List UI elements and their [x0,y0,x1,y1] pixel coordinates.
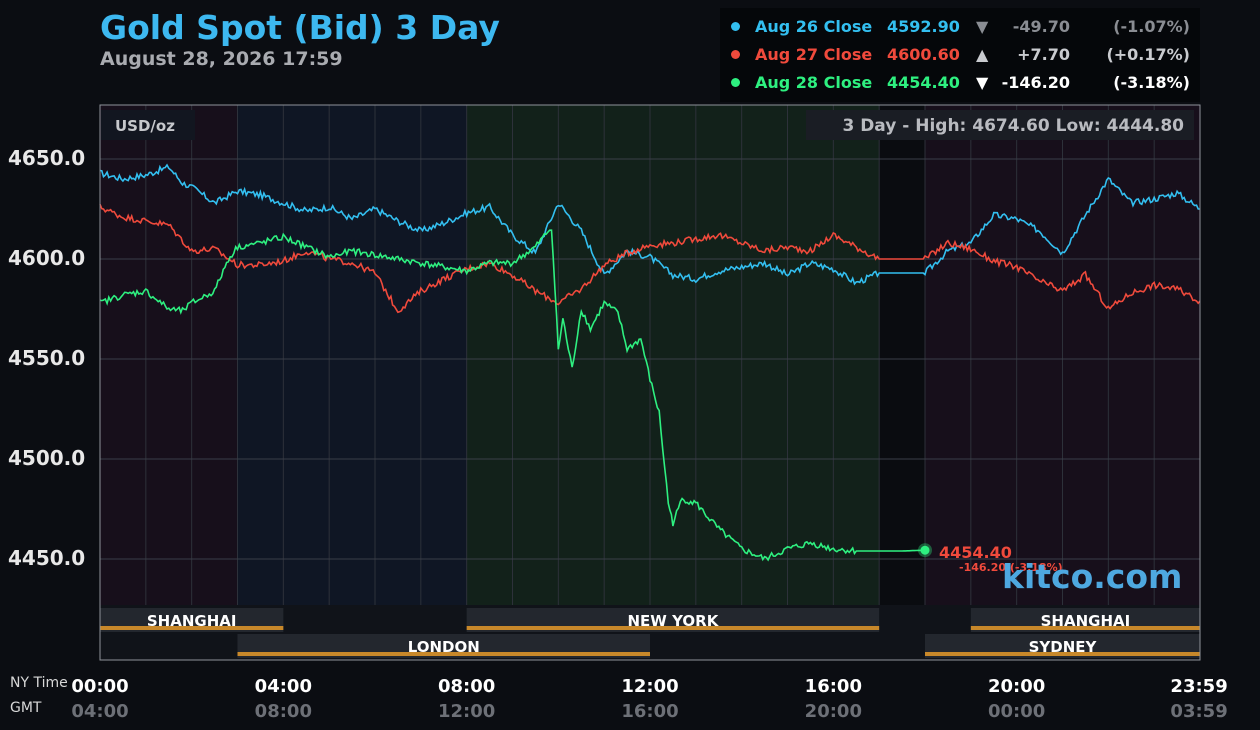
legend-change: +7.70 [1017,45,1070,64]
session-bar [466,626,880,630]
legend-percent: (+0.17%) [1106,45,1190,64]
x-tick-label-ny: 20:00 [988,676,1046,697]
session-label: SYDNEY [1029,638,1098,656]
legend-name: Aug 26 Close [755,17,873,36]
chart-date: August 28, 2026 17:59 [100,48,343,70]
x-tick-label-gmt: 12:00 [438,701,496,722]
chart-title: Gold Spot (Bid) 3 Day [100,8,500,47]
y-tick-label: 4650.0 [8,146,86,170]
session-label: LONDON [408,638,480,656]
legend-dot-icon [731,22,740,31]
high-low-box [806,110,1194,140]
session-band [879,105,925,605]
series-line-aug-27 [99,203,1201,314]
session-label: SHANGHAI [1041,612,1131,630]
legend-percent: (-3.18%) [1113,73,1190,92]
series-line-aug-28 [99,229,926,562]
down-arrow-icon: ▼ [976,17,989,36]
plot-frame [99,104,1201,661]
session-label: NEW YORK [628,612,720,630]
unit-label: USD/oz [115,117,175,135]
unit-label-box [101,110,195,140]
x-tick-label-gmt: 08:00 [254,701,312,722]
x-tick-label-ny: 23:59 [1170,676,1228,697]
session-label: SHANGHAI [147,612,237,630]
close-legend: Aug 26 Close 4592.90 ▼ -49.70 (-1.07%) A… [720,8,1200,102]
session-band [466,105,880,605]
y-tick-label: 4600.0 [8,246,86,270]
x-tick-label-gmt: 20:00 [804,701,862,722]
legend-change: -146.20 [1001,73,1070,92]
legend-change: -49.70 [1012,17,1070,36]
y-tick-label: 4500.0 [8,446,86,470]
x-tick-label-ny: 08:00 [438,676,496,697]
session-band [100,105,238,605]
x-tick-label-ny: 16:00 [804,676,862,697]
last-price-value: 4454.40 [939,543,1012,562]
legend-dot-icon [731,50,740,59]
x-tick-label-gmt: 04:00 [71,701,129,722]
legend-name: Aug 27 Close [755,45,873,64]
session-bar [970,626,1200,630]
x-tick-label-gmt: 03:59 [1170,701,1228,722]
legend-price: 4454.40 [887,73,960,92]
x-tick-label-ny: 00:00 [71,676,129,697]
x-tick-label-gmt: 16:00 [621,701,679,722]
legend-name: Aug 28 Close [755,73,873,92]
legend-price: 4592.90 [887,17,960,36]
legend-dot-icon [731,78,740,87]
y-tick-label: 4450.0 [8,546,86,570]
last-price-change: -146.20 (-3.18%) [959,561,1063,574]
legend-row-aug28: Aug 28 Close 4454.40 ▼ -146.20 (-3.18%) [720,71,1200,97]
x-tick-label-ny: 12:00 [621,676,679,697]
ny-time-label: NY Time [10,675,68,691]
session-bar [925,652,1200,656]
legend-row-aug26: Aug 26 Close 4592.90 ▼ -49.70 (-1.07%) [720,15,1200,41]
session-bar [237,652,650,656]
x-tick-label-ny: 04:00 [254,676,312,697]
up-arrow-icon: ▲ [976,45,989,64]
legend-price: 4600.60 [887,45,960,64]
kitco-watermark: kitco.com [1002,557,1183,596]
high-low-label: 3 Day - High: 4674.60 Low: 4444.80 [842,116,1184,136]
session-bar [100,626,284,630]
down-arrow-icon: ▼ [976,73,989,92]
session-band [237,105,467,605]
x-tick-label-gmt: 00:00 [988,701,1046,722]
legend-row-aug27: Aug 27 Close 4600.60 ▲ +7.70 (+0.17%) [720,43,1200,69]
legend-percent: (-1.07%) [1113,17,1190,36]
y-tick-label: 4550.0 [8,346,86,370]
gmt-label: GMT [10,700,42,716]
last-price-dot [920,545,930,555]
series-line-aug-26 [99,163,1200,286]
